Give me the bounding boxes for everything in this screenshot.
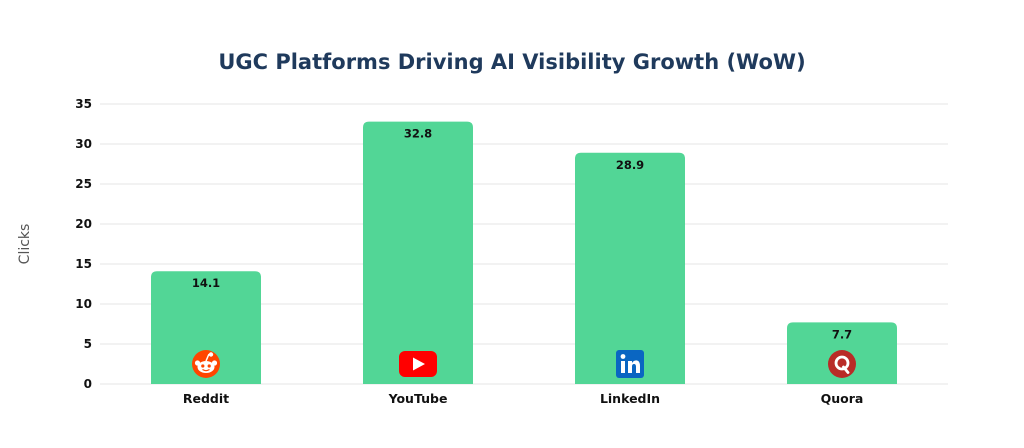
bar-youtube [363,121,473,384]
y-tick-label: 10 [75,297,92,311]
data-label-quora: 7.7 [832,327,852,341]
x-tick-label-youtube: YouTube [388,391,448,406]
y-tick-label: 25 [75,177,92,191]
y-tick-label: 0 [84,377,92,391]
x-tick-label-quora: Quora [821,391,864,406]
quora-icon [828,350,856,378]
bar-linkedin [575,152,685,384]
x-axis-ticks: Reddit YouTube LinkedIn Quora [183,391,863,406]
y-tick-label: 35 [75,97,92,111]
youtube-icon [399,351,437,377]
linkedin-icon [616,350,644,378]
x-tick-label-linkedin: LinkedIn [600,391,660,406]
y-tick-label: 30 [75,137,92,151]
data-label-linkedin: 28.9 [616,158,644,172]
data-label-youtube: 32.8 [404,127,432,141]
x-tick-label-reddit: Reddit [183,391,229,406]
bar-reddit [151,271,261,384]
bars: 14.1 32.8 28.9 7.7 [151,121,897,384]
reddit-icon [192,350,220,378]
y-axis-label: Clicks [17,224,33,265]
y-axis-ticks: 0 5 10 15 20 25 30 35 [75,97,92,391]
y-tick-label: 5 [84,337,92,351]
data-label-reddit: 14.1 [192,276,220,290]
y-tick-label: 20 [75,217,92,231]
chart-title: UGC Platforms Driving AI Visibility Grow… [218,50,805,74]
y-tick-label: 15 [75,257,92,271]
